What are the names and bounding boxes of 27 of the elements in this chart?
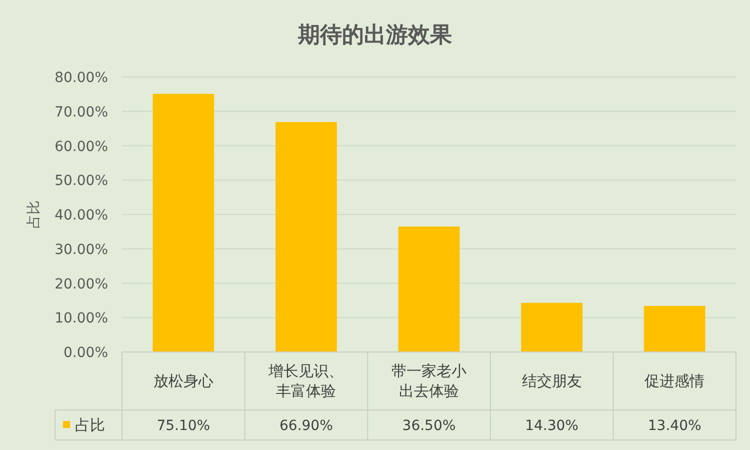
y-tick-label: 70.00% (54, 104, 108, 120)
data-label: 13.40% (648, 418, 702, 434)
y-tick-label: 0.00% (64, 345, 108, 361)
x-tick-label: 带一家老小出去体验 (392, 362, 466, 400)
bar (521, 302, 582, 352)
y-tick-label: 20.00% (54, 276, 108, 292)
bar (152, 94, 214, 352)
x-tick-label: 增长见识、丰富体验 (268, 362, 344, 400)
data-label: 66.90% (280, 418, 333, 434)
y-tick-label: 80.00% (54, 70, 108, 86)
data-label: 14.30% (525, 418, 578, 434)
x-tick-label: 结交朋友 (522, 372, 582, 390)
bar (276, 122, 337, 352)
data-label: 36.50% (402, 418, 456, 434)
y-axis-title: 占比 (26, 200, 42, 228)
y-tick-label: 30.00% (54, 242, 108, 258)
bar (644, 306, 706, 352)
x-tick-label: 促进感情 (644, 372, 705, 390)
y-tick-label: 40.00% (54, 208, 108, 224)
x-tick-label: 放松身心 (153, 372, 214, 390)
y-tick-label: 60.00% (54, 138, 108, 155)
legend-label: 占比 (75, 416, 105, 434)
y-tick-label: 50.00% (54, 173, 108, 190)
bar (398, 226, 460, 352)
data-label: 75.10% (156, 418, 210, 434)
y-tick-label: 10.00% (54, 310, 108, 327)
chart-title: 期待的出游效果 (297, 23, 453, 48)
